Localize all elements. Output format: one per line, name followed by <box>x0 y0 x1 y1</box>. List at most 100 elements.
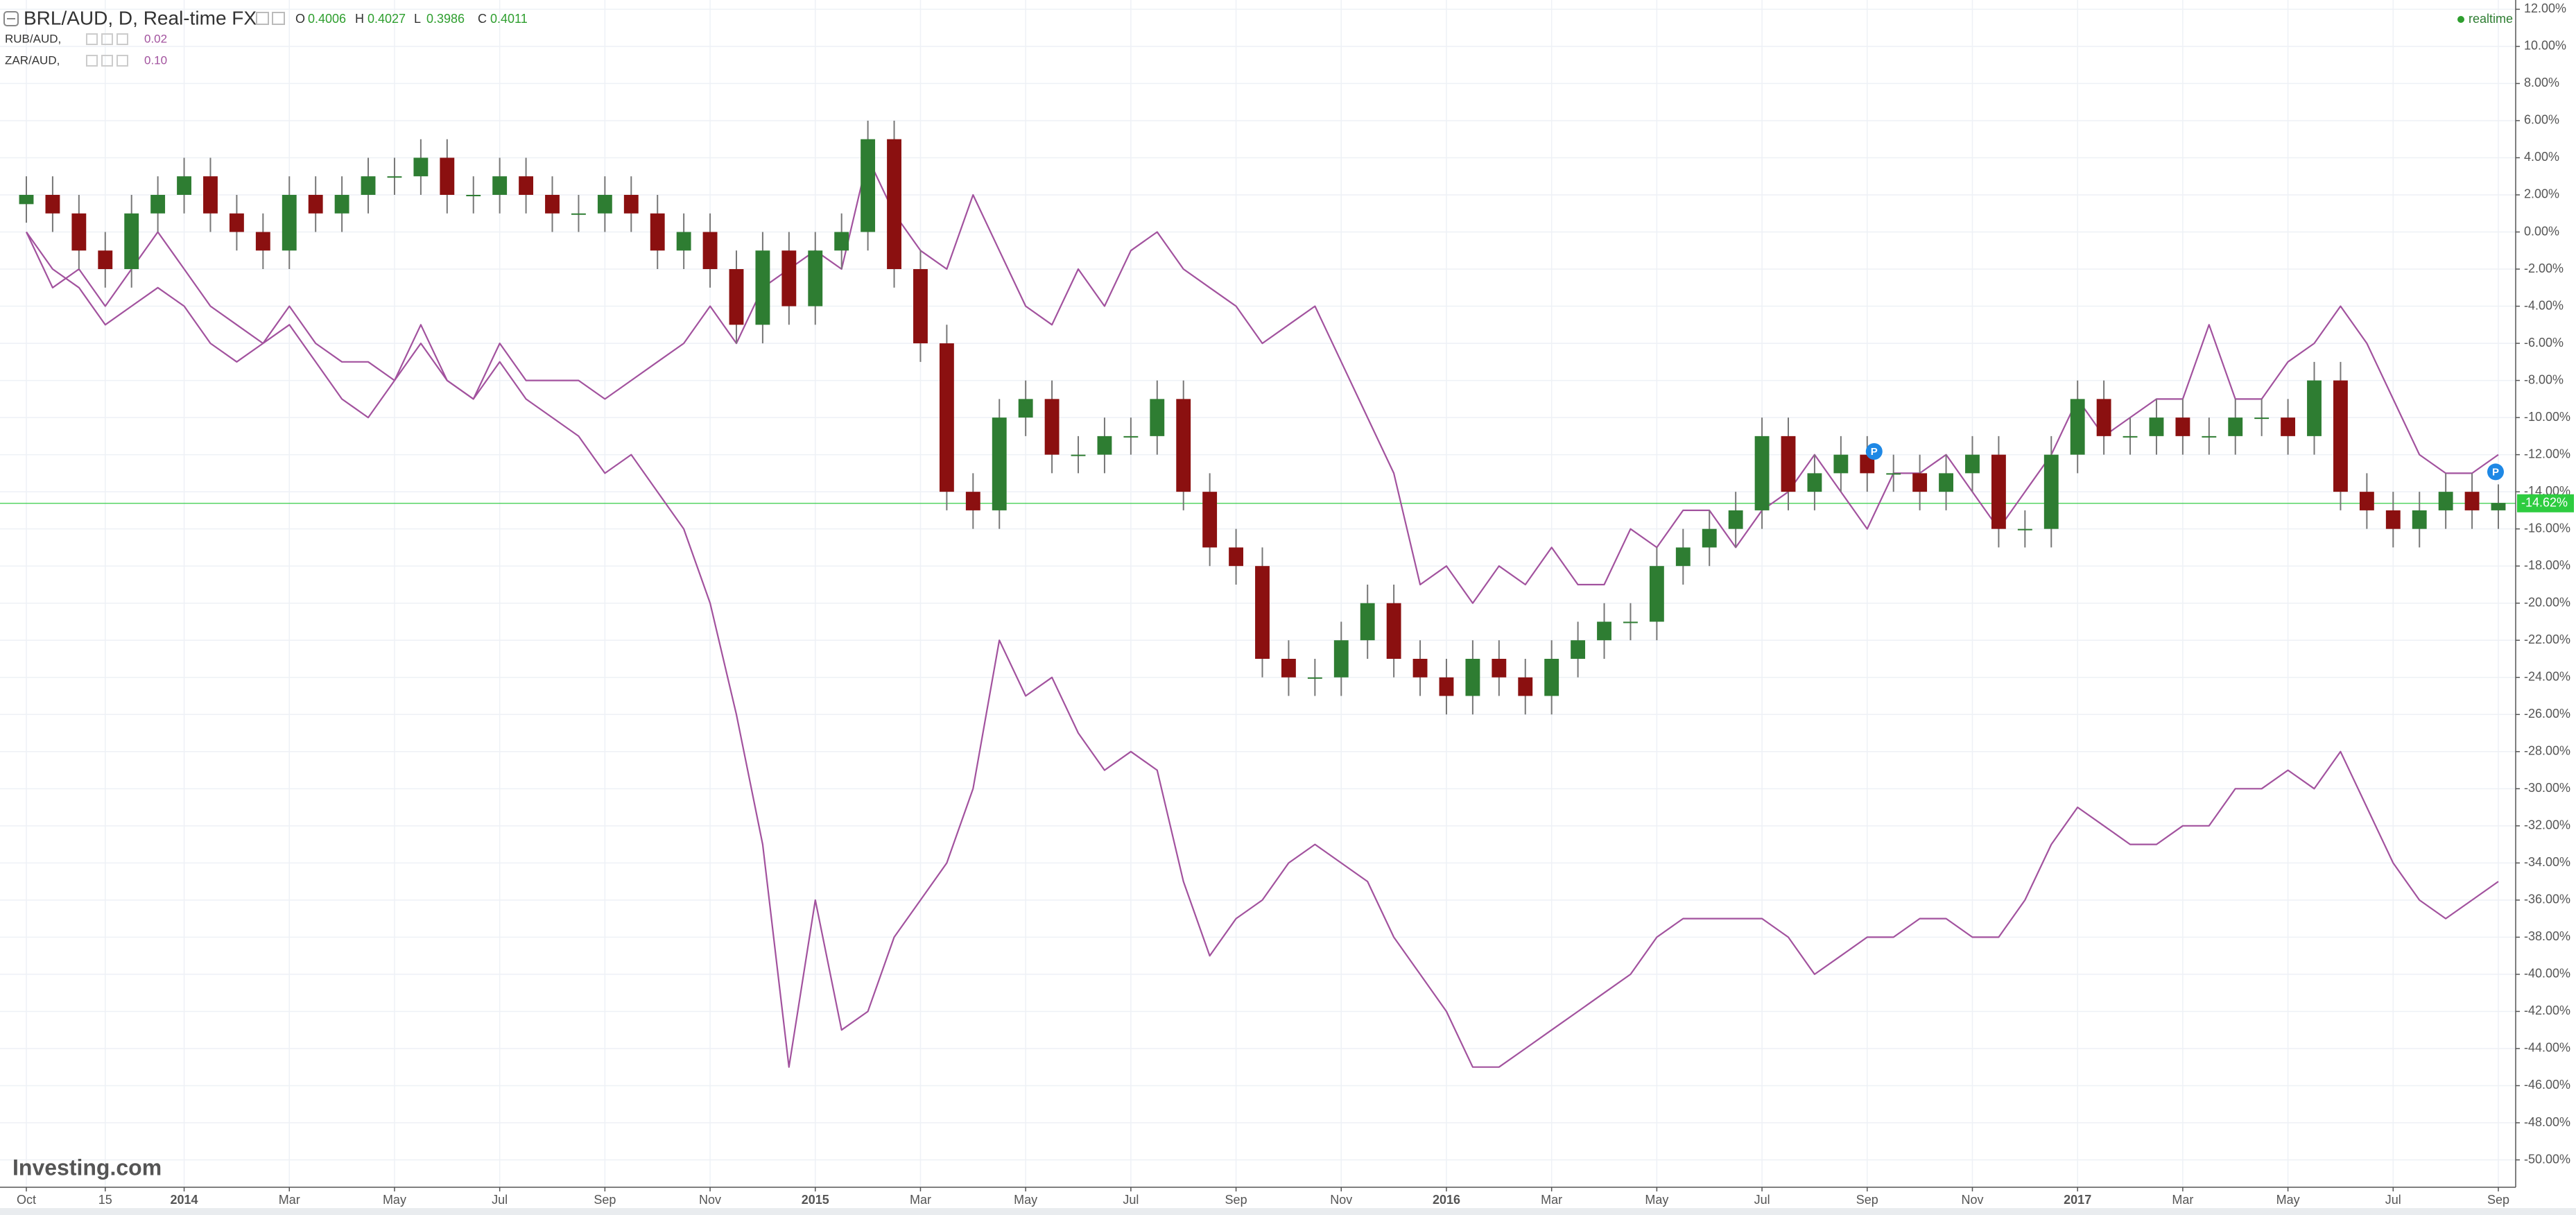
candle-body <box>939 343 954 492</box>
x-tick-label: Sep <box>2487 1193 2509 1207</box>
event-marker[interactable] <box>1865 442 1883 460</box>
ohlc-value: 0.4006 <box>308 12 346 26</box>
candle-body <box>834 232 849 251</box>
candle-body <box>1597 621 1611 641</box>
y-tick-label: -34.00% <box>2524 855 2570 869</box>
grid <box>0 0 2516 1187</box>
candle-body <box>387 176 402 178</box>
candle-body <box>98 250 113 270</box>
candle-body <box>255 232 270 251</box>
plot-area: PP <box>0 120 2516 1068</box>
candle-body <box>440 157 455 195</box>
candle-body <box>492 176 508 195</box>
x-tick-label: 2016 <box>1433 1193 1460 1207</box>
candle-body <box>1255 566 1270 659</box>
candle-body <box>571 213 586 215</box>
collapse-icon[interactable] <box>3 11 19 26</box>
y-tick-label: -12.00% <box>2524 447 2570 460</box>
candle-body <box>1018 399 1033 418</box>
y-tick-label: -18.00% <box>2524 558 2570 572</box>
candle-body <box>1333 640 1349 678</box>
candle-body <box>781 250 797 307</box>
candle-body <box>1702 528 1717 548</box>
y-tick-label: -30.00% <box>2524 781 2570 795</box>
y-tick-label: -48.00% <box>2524 1115 2570 1129</box>
candle-body <box>2464 492 2480 510</box>
candle-body <box>1571 640 1586 659</box>
event-marker-label: P <box>1871 446 1878 458</box>
x-tick-label: Oct <box>17 1193 36 1207</box>
ohlc-key: L <box>414 12 421 26</box>
x-tick-label: Sep <box>594 1193 616 1207</box>
x-tick-label: Sep <box>1856 1193 1878 1207</box>
candle-body <box>2070 399 2085 455</box>
candle-body <box>2228 417 2243 436</box>
candle-body <box>1439 677 1454 696</box>
candle-body <box>2175 417 2190 436</box>
x-tick-label: Mar <box>279 1193 300 1207</box>
candle-body <box>1675 547 1691 567</box>
candle-body <box>992 417 1007 510</box>
hide-icon[interactable] <box>272 12 285 25</box>
settings-icon[interactable] <box>256 12 269 25</box>
y-tick-label: -38.00% <box>2524 929 2570 943</box>
candle-body <box>2438 492 2453 510</box>
candle-body <box>1518 677 1533 696</box>
status-text: realtime <box>2469 12 2513 26</box>
candle-body <box>19 194 34 205</box>
y-tick-label: -22.00% <box>2524 632 2570 646</box>
ohlc-value: 0.4027 <box>368 12 406 26</box>
x-tick-label: Jul <box>2385 1193 2401 1207</box>
y-tick-label: -10.00% <box>2524 410 2570 424</box>
legend-icon[interactable] <box>116 33 128 45</box>
series-line <box>26 231 2499 1068</box>
y-tick-label: 0.00% <box>2524 224 2559 238</box>
candle-body <box>519 176 534 195</box>
x-tick-label: May <box>1645 1193 1668 1207</box>
candle-body <box>1044 399 1060 455</box>
candle-body <box>2333 380 2348 492</box>
candle-body <box>2017 528 2032 531</box>
x-tick-label: 15 <box>98 1193 112 1207</box>
candle-body <box>71 213 87 251</box>
candle-body <box>1886 473 1901 475</box>
event-marker[interactable] <box>2487 463 2504 481</box>
candle-body <box>1307 677 1322 679</box>
candle-body <box>965 492 980 510</box>
candle-body <box>545 194 560 214</box>
legend-icon[interactable] <box>101 55 113 67</box>
y-tick-label: -8.00% <box>2524 372 2564 386</box>
ohlc-readout: O 0.4006 H 0.4027 L 0.3986 C 0.4011 <box>295 12 528 26</box>
candle-body <box>1071 454 1086 456</box>
candle-body <box>2254 417 2270 420</box>
y-tick-label: -44.00% <box>2524 1041 2570 1055</box>
candle-body <box>1202 492 1218 548</box>
y-tick-label: 10.00% <box>2524 39 2566 53</box>
candle-body <box>1623 621 1638 623</box>
x-tick-label: 2015 <box>802 1193 829 1207</box>
legend-icon[interactable] <box>86 55 98 67</box>
x-tick-label: Nov <box>1961 1193 1983 1207</box>
last-price-label: -14.62% <box>2521 495 2568 509</box>
candle-body <box>1176 399 1191 492</box>
series-line <box>26 157 2499 604</box>
y-tick-label: -36.00% <box>2524 893 2570 906</box>
candle-body <box>1860 454 1875 474</box>
y-tick-label: -2.00% <box>2524 261 2564 275</box>
x-tick-label: Mar <box>1541 1193 1562 1207</box>
x-tick-label: May <box>383 1193 406 1207</box>
header: BRL/AUD, D, Real-time FX <box>3 7 285 28</box>
candle-body <box>1492 659 1507 678</box>
candle-body <box>623 194 639 214</box>
x-tick-label: 2017 <box>2064 1193 2091 1207</box>
candle-body <box>1465 659 1480 696</box>
y-tick-label: -24.00% <box>2524 670 2570 684</box>
candle-body <box>2043 454 2059 529</box>
chart-title: BRL/AUD, D, Real-time FX <box>24 7 257 28</box>
legend-icon[interactable] <box>116 55 128 67</box>
legend-icon[interactable] <box>101 33 113 45</box>
legend-icon[interactable] <box>86 33 98 45</box>
candle-body <box>361 176 376 195</box>
